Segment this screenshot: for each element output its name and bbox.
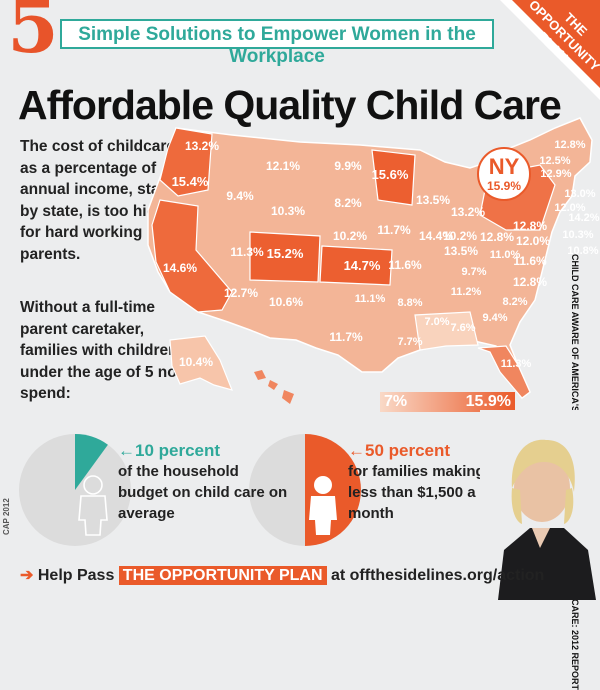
stat-2-headline: 50 percent: [365, 441, 451, 460]
state-value-label: 8.2%: [334, 196, 362, 210]
kansas-region: [319, 245, 393, 286]
state-value-label: 10.4%: [179, 355, 213, 369]
state-value-label: 12.9%: [540, 168, 571, 180]
state-value-label: 10.3%: [271, 204, 305, 218]
state-value-label: 13.2%: [451, 205, 485, 219]
state-value-label: 11.6%: [513, 254, 547, 268]
state-value-label: 12.1%: [266, 159, 300, 173]
state-value-label: 12.0%: [516, 234, 550, 248]
state-value-label: 12.8%: [513, 275, 547, 289]
state-value-label: 13.0%: [564, 188, 595, 200]
cta-plan-badge: THE OPPORTUNITY PLAN: [118, 566, 327, 585]
stat-2-body: for families making less than $1,500 a m…: [348, 463, 485, 522]
state-value-label: 9.4%: [482, 312, 507, 324]
credit: CAP 2012: [2, 498, 12, 535]
child-silhouette-icon: [309, 476, 337, 535]
cta-prefix: Help Pass: [37, 567, 115, 584]
arrow-left-icon: ←: [348, 441, 365, 460]
arrow-left-icon: ←: [118, 441, 135, 460]
state-value-label: 13.2%: [185, 139, 219, 153]
california-region: [151, 199, 233, 313]
stat-1-body: of the household budget on child care on…: [118, 463, 288, 522]
state-value-label: 7.7%: [397, 336, 422, 348]
state-value-label: 12.7%: [224, 286, 258, 300]
cta-link[interactable]: at offthesidelines.org/action: [330, 567, 545, 584]
state-value-label: 15.4%: [172, 174, 209, 189]
stat-pies: [19, 433, 361, 546]
state-value-label: 11.3%: [230, 245, 264, 259]
legend-max: 15.9%: [465, 393, 511, 410]
legend-min: 7%: [384, 393, 408, 410]
minnesota-region: [371, 149, 416, 206]
pie-slice: [75, 433, 108, 490]
state-value-label: 12.5%: [539, 155, 570, 167]
state-value-label: 11.0%: [490, 249, 521, 261]
map-legend-scale: 7% 15.9%: [380, 392, 515, 412]
southeast-light-region: [414, 311, 479, 351]
state-value-label: 11.1%: [355, 293, 386, 305]
state-value-label: 10.8%: [567, 245, 598, 257]
stat-1-headline: 10 percent: [135, 441, 221, 460]
state-value-label: 11.7%: [329, 330, 363, 344]
state-value-label: 13.5%: [444, 244, 478, 258]
state-value-label: 15.6%: [372, 167, 409, 182]
stat-caption-1: ←10 percent of the household budget on c…: [118, 441, 288, 524]
state-value-label: 11.2%: [451, 286, 482, 298]
state-value-label: 10.3%: [562, 229, 593, 241]
ny-callout-state: NY: [489, 154, 520, 179]
state-value-label: 7.0%: [424, 316, 449, 328]
stat-caption-2: ←50 percent for families making less tha…: [348, 441, 518, 524]
us-map: NY 15.9% 13.2%12.1% 9.9%15.6%12.8%12.5%12…: [147, 117, 600, 404]
spend-paragraph: Without a full-time parent caretaker, fa…: [20, 299, 189, 402]
big-five-numeral: 5: [7, 0, 59, 70]
state-value-label: 10.2%: [333, 229, 367, 243]
page-title: Affordable Quality Child Care: [18, 82, 562, 128]
state-value-label: 9.7%: [461, 266, 486, 278]
state-value-label: 8.8%: [397, 297, 422, 309]
state-value-label: 12.8%: [480, 230, 514, 244]
state-value-label: 12.8%: [513, 219, 547, 233]
pie-ten-percent: [19, 433, 131, 546]
state-value-label: 8.2%: [502, 296, 527, 308]
credit-text: CAP 2012: [2, 498, 11, 535]
opportunity-plan-ribbon: THE OPPORTUNITY PLAN: [500, 0, 600, 100]
west-coast-region: [159, 127, 213, 197]
state-value-label: 10.6%: [269, 295, 303, 309]
intro-paragraph: The cost of childcare as a percentage of…: [20, 138, 176, 263]
state-value-label: 14.6%: [163, 261, 197, 275]
colorado-region: [249, 231, 321, 283]
state-value-label: 15.2%: [267, 246, 304, 261]
ny-callout: NY 15.9%: [477, 147, 531, 201]
top-banner-text: Simple Solutions to Empower Women in the…: [78, 24, 476, 67]
florida-region: [477, 345, 531, 399]
state-value-label: 12.0%: [554, 202, 585, 214]
state-value-label: 14.7%: [344, 258, 381, 273]
state-value-label: 12.8%: [554, 139, 585, 151]
top-banner: Simple Solutions to Empower Women in the…: [60, 19, 494, 67]
state-value-label: 14.2%: [568, 212, 599, 224]
ny-callout-value: 15.9%: [487, 179, 521, 193]
hawaii-shape: [254, 370, 294, 404]
state-value-label: 11.7%: [377, 223, 411, 237]
alaska-shape: [169, 335, 234, 391]
state-value-label: 10.2%: [443, 229, 477, 243]
state-value-label: 11.3%: [501, 358, 532, 370]
arrow-right-icon: ➔: [20, 567, 34, 584]
state-value-label: 9.4%: [226, 189, 254, 203]
state-value-label: 7.6%: [450, 322, 475, 334]
state-value-labels: 13.2% 12.1% 9.9% 15.6% 12.8% 12.5%12.9% 13.0% 1…: [163, 139, 600, 370]
state-value-label: 14.4%: [419, 229, 453, 243]
state-value-label: 13.5%: [416, 193, 450, 207]
senator-photo: [480, 410, 600, 600]
state-value-label: 9.9%: [334, 159, 362, 173]
call-to-action[interactable]: ➔ Help Pass THE OPPORTUNITY PLAN at offt…: [20, 565, 544, 585]
state-value-label: 11.6%: [388, 258, 422, 272]
child-silhouette-icon: [78, 475, 108, 536]
